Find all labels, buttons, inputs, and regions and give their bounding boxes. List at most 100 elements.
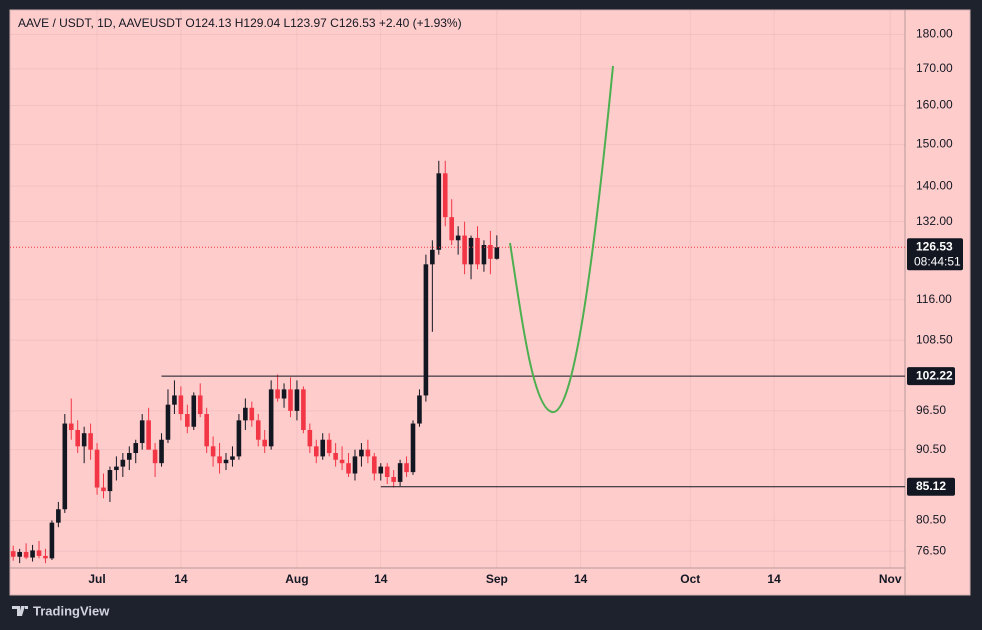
x-tick-label: 14 [767, 572, 781, 586]
candle-body [172, 395, 177, 405]
candle-body [359, 449, 364, 457]
candle-body [313, 446, 319, 457]
candle-body [391, 476, 396, 482]
candle-body [475, 237, 480, 265]
level-label-box [907, 367, 955, 386]
candle-body [210, 446, 216, 457]
candle-body [442, 173, 448, 218]
x-tick-label: 14 [174, 572, 188, 586]
logo-icon [12, 606, 28, 616]
candle-body [152, 449, 158, 464]
countdown: 08:44:51 [914, 254, 961, 268]
candle-body [94, 449, 100, 488]
y-tick-label: 150.00 [916, 137, 953, 151]
candle-body [126, 453, 132, 460]
brand-name: TradingView [33, 603, 110, 618]
candle-body [397, 463, 403, 482]
y-tick-label: 76.50 [916, 543, 946, 557]
candle-body [243, 407, 248, 421]
candle-body [114, 466, 119, 471]
candle-body [410, 423, 416, 473]
chart-title: AAVE / USDT, 1D, AAVEUSDT O124.13 H129.0… [18, 16, 462, 30]
candle-body [43, 555, 48, 559]
candle-body [120, 459, 126, 467]
candle-body [294, 389, 300, 411]
y-tick-label: 160.00 [916, 98, 953, 112]
y-tick-label: 96.50 [916, 403, 946, 417]
candle-body [81, 433, 87, 447]
candle-body [488, 245, 493, 259]
y-tick-label: 116.00 [916, 292, 952, 306]
candle-body [165, 404, 171, 440]
y-tick-label: 140.00 [916, 178, 953, 192]
candle-body [17, 551, 22, 557]
y-tick-label: 108.50 [916, 332, 953, 346]
candle-body [217, 456, 222, 464]
candle-body [301, 389, 306, 430]
candle-body [236, 420, 242, 457]
candle-body [307, 429, 313, 447]
y-tick-label: 80.50 [916, 513, 946, 527]
y-tick-label: 90.50 [916, 442, 946, 456]
candle-body [159, 439, 164, 464]
level-label-box [907, 477, 955, 496]
candle-body [462, 235, 467, 265]
candle-body [384, 466, 390, 477]
chart-pane [9, 9, 971, 596]
candle-body [320, 439, 326, 457]
candle-body [133, 443, 139, 454]
candle-body [352, 456, 358, 474]
candle-body [275, 389, 280, 399]
candle-body [178, 395, 184, 415]
candle-body [223, 459, 229, 464]
candle-body [185, 414, 190, 427]
candle-body [333, 453, 338, 460]
x-tick-label: Sep [486, 572, 508, 586]
candle-body [146, 420, 151, 450]
level-label: 85.12 [916, 479, 946, 493]
candle-body [23, 551, 29, 558]
candle-body [494, 247, 500, 259]
candle-body [68, 423, 74, 430]
candle-body [468, 237, 474, 265]
candle-body [255, 420, 261, 440]
candle-body [230, 456, 235, 460]
candle-body [101, 487, 106, 492]
brand-logo[interactable]: TradingView [12, 603, 110, 618]
candle-body [204, 414, 209, 447]
candle-body [191, 395, 197, 427]
candle-body [49, 522, 55, 559]
candle-body [404, 463, 409, 473]
candle-body [378, 466, 384, 474]
candle-body [249, 407, 255, 421]
candle-body [30, 550, 35, 558]
y-tick-label: 132.00 [916, 214, 953, 228]
candle-body [75, 429, 81, 447]
candle-body [326, 439, 332, 454]
candle-body [481, 245, 487, 265]
candle-body [10, 551, 16, 557]
y-tick-label: 180.00 [916, 27, 953, 41]
candle-body [36, 550, 42, 556]
y-tick-label: 170.00 [916, 61, 953, 75]
candle-body [107, 470, 113, 492]
price-label-box [907, 238, 963, 271]
x-tick-label: Jul [88, 572, 105, 586]
candle-body [62, 423, 68, 510]
candle-body [268, 389, 274, 447]
candle-body [417, 395, 422, 424]
plot [10, 10, 905, 568]
price-label: 126.53 [916, 239, 953, 253]
candle-body [423, 264, 429, 396]
candle-body [372, 456, 377, 474]
candle-body [56, 509, 61, 523]
candle-body [288, 389, 293, 411]
candle-body [449, 217, 454, 241]
candle-body [88, 433, 93, 450]
candle-body [139, 420, 145, 444]
projection-curve [509, 65, 614, 414]
candle-body [339, 459, 345, 464]
level-label: 102.22 [916, 368, 953, 382]
candle-body [262, 439, 268, 447]
